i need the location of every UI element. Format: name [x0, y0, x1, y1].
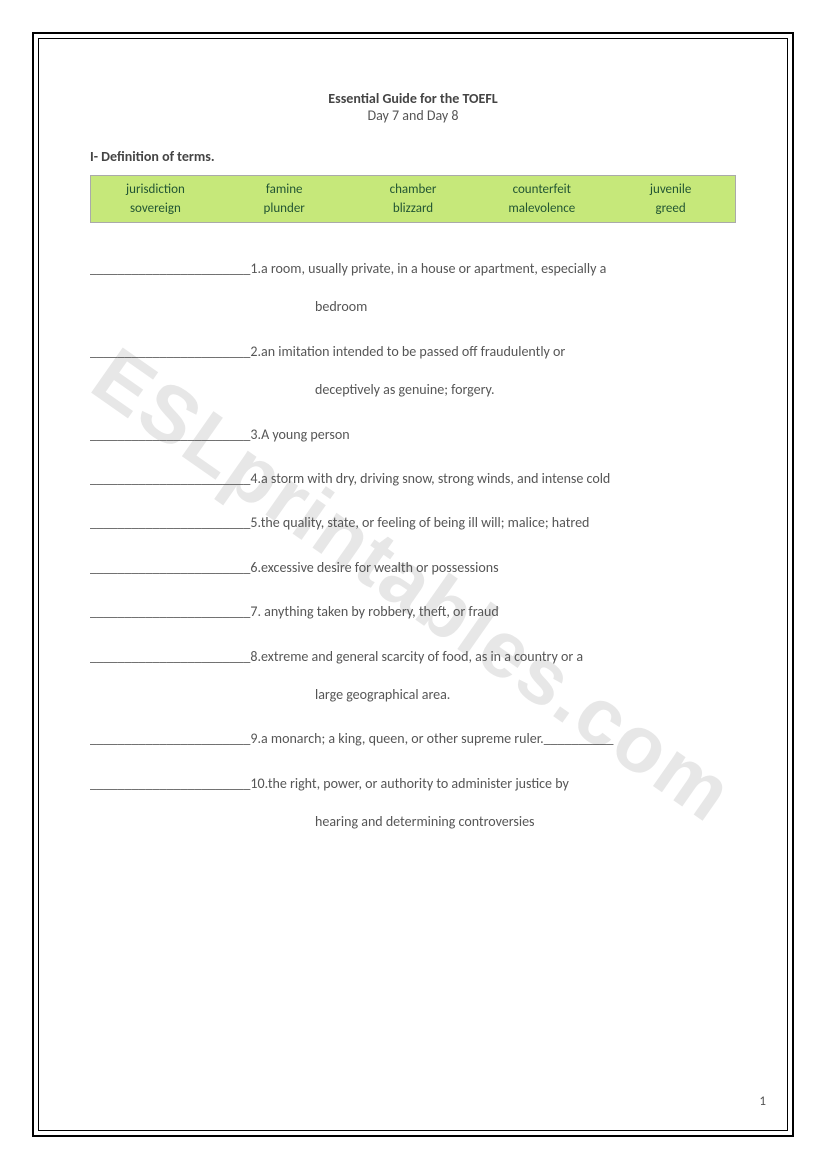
- definition-text: the right, power, or authority to admini…: [268, 775, 569, 792]
- definition-continuation: hearing and determining controversies: [315, 804, 736, 840]
- definition-text: anything taken by robbery, theft, or fra…: [261, 603, 499, 620]
- definitions-list: _______________________1.a room, usually…: [90, 251, 736, 840]
- definition-text: A young person: [261, 426, 349, 443]
- definition-number: 7.: [250, 603, 261, 620]
- word-cell: greed: [606, 199, 735, 218]
- answer-blank[interactable]: _______________________: [90, 766, 250, 802]
- trailing-blank: __________: [544, 721, 614, 757]
- word-cell: juvenile: [606, 180, 735, 199]
- page-content: Essential Guide for the TOEFL Day 7 and …: [90, 90, 736, 1109]
- word-cell: jurisdiction: [91, 180, 220, 199]
- definition-item: _______________________1.a room, usually…: [90, 251, 736, 287]
- definition-item: _______________________7. anything taken…: [90, 594, 736, 630]
- word-cell: sovereign: [91, 199, 220, 218]
- definition-item: _______________________6.excessive desir…: [90, 550, 736, 586]
- word-cell: chamber: [349, 180, 478, 199]
- page-number: 1: [759, 1094, 766, 1109]
- word-cell: plunder: [220, 199, 349, 218]
- definition-text: an imitation intended to be passed off f…: [261, 343, 565, 360]
- answer-blank[interactable]: _______________________: [90, 505, 250, 541]
- title-block: Essential Guide for the TOEFL Day 7 and …: [90, 90, 736, 124]
- answer-blank[interactable]: _______________________: [90, 334, 250, 370]
- definition-number: 9.: [250, 730, 261, 747]
- definition-number: 1.: [250, 260, 261, 277]
- answer-blank[interactable]: _______________________: [90, 251, 250, 287]
- definition-text: extreme and general scarcity of food, as…: [261, 648, 583, 665]
- word-cell: counterfeit: [477, 180, 606, 199]
- definition-number: 10.: [250, 775, 267, 792]
- definition-number: 6.: [250, 559, 261, 576]
- definition-text: a room, usually private, in a house or a…: [261, 260, 606, 277]
- definition-item: _______________________5.the quality, st…: [90, 505, 736, 541]
- definition-continuation: large geographical area.: [315, 677, 736, 713]
- definition-text: the quality, state, or feeling of being …: [261, 514, 590, 531]
- definition-continuation: bedroom: [315, 289, 736, 325]
- definition-continuation: deceptively as genuine; forgery.: [315, 372, 736, 408]
- definition-number: 4.: [250, 470, 261, 487]
- section-header: I- Definition of terms.: [90, 148, 736, 165]
- word-row-1: jurisdiction famine chamber counterfeit …: [91, 180, 735, 199]
- definition-text: a storm with dry, driving snow, strong w…: [261, 470, 610, 487]
- definition-item: _______________________4.a storm with dr…: [90, 461, 736, 497]
- word-cell: blizzard: [349, 199, 478, 218]
- answer-blank[interactable]: _______________________: [90, 550, 250, 586]
- definition-number: 5.: [250, 514, 260, 531]
- definition-item: _______________________9.a monarch; a ki…: [90, 721, 736, 757]
- answer-blank[interactable]: _______________________: [90, 461, 250, 497]
- answer-blank[interactable]: _______________________: [90, 721, 250, 757]
- definition-item: _______________________10.the right, pow…: [90, 766, 736, 802]
- answer-blank[interactable]: _______________________: [90, 417, 250, 453]
- definition-text: excessive desire for wealth or possessio…: [261, 559, 499, 576]
- definition-number: 2.: [250, 343, 261, 360]
- definition-text: a monarch; a king, queen, or other supre…: [261, 730, 544, 747]
- word-cell: famine: [220, 180, 349, 199]
- title-sub: Day 7 and Day 8: [90, 107, 736, 124]
- definition-item: _______________________2.an imitation in…: [90, 334, 736, 370]
- title-main: Essential Guide for the TOEFL: [90, 90, 736, 107]
- word-row-2: sovereign plunder blizzard malevolence g…: [91, 199, 735, 218]
- word-bank: jurisdiction famine chamber counterfeit …: [90, 175, 736, 223]
- definition-number: 8.: [250, 648, 261, 665]
- definition-item: _______________________3.A young person: [90, 417, 736, 453]
- word-cell: malevolence: [477, 199, 606, 218]
- answer-blank[interactable]: _______________________: [90, 594, 250, 630]
- answer-blank[interactable]: _______________________: [90, 639, 250, 675]
- definition-item: _______________________8.extreme and gen…: [90, 639, 736, 675]
- definition-number: 3.: [250, 426, 261, 443]
